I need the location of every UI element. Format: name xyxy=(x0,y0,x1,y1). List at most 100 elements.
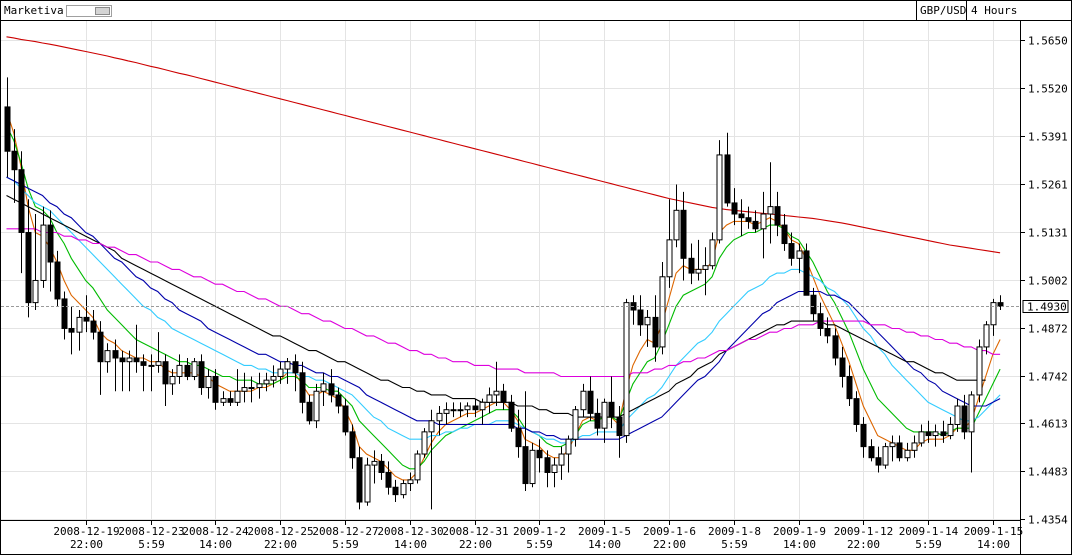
candle-body xyxy=(191,361,198,377)
candle xyxy=(284,358,291,384)
candle-body xyxy=(133,357,140,363)
candle xyxy=(493,361,500,407)
candle xyxy=(472,398,479,418)
candle xyxy=(263,372,270,392)
candle-body xyxy=(292,361,299,374)
candle-body xyxy=(659,276,666,348)
candle-body xyxy=(652,316,659,348)
candle-body xyxy=(371,460,378,466)
y-tick-label: 1.4742 xyxy=(1028,371,1068,384)
candle xyxy=(846,365,853,407)
candle xyxy=(205,369,212,399)
candle xyxy=(702,247,709,296)
x-tick-date: 2008-12-31 xyxy=(442,525,508,538)
ma-line xyxy=(6,228,1001,378)
candle-body xyxy=(580,390,587,411)
candle xyxy=(882,442,889,469)
candle xyxy=(889,435,896,462)
x-tick-date: 2009-1-5 xyxy=(578,525,631,538)
candle xyxy=(666,199,673,288)
candle xyxy=(443,402,450,425)
candle-body xyxy=(551,464,558,473)
candle xyxy=(637,295,644,336)
candle-body xyxy=(148,364,155,367)
candle-body xyxy=(90,320,97,333)
candle xyxy=(112,339,119,392)
ma-line xyxy=(6,176,1001,440)
candle-body xyxy=(68,327,75,333)
candle xyxy=(349,424,356,469)
candle-body xyxy=(702,265,709,270)
candle-body xyxy=(608,401,615,418)
candle-body xyxy=(508,401,515,429)
candle-body xyxy=(400,483,407,496)
candle-body xyxy=(428,420,435,433)
candle-body xyxy=(774,206,781,226)
candlesticks xyxy=(4,77,1004,510)
candle-body xyxy=(472,405,479,411)
candle xyxy=(169,369,176,395)
y-tick-label: 1.5002 xyxy=(1028,275,1068,288)
candle-body xyxy=(342,405,349,433)
candle xyxy=(522,391,529,491)
candle-body xyxy=(443,409,450,414)
candle xyxy=(306,394,313,425)
candle xyxy=(832,328,839,366)
candle xyxy=(270,365,277,388)
candle xyxy=(277,361,284,384)
candle xyxy=(500,383,507,410)
candle xyxy=(256,372,263,399)
candle-body xyxy=(457,409,464,412)
candle-body xyxy=(277,368,284,377)
candle-body xyxy=(738,213,745,219)
candle xyxy=(961,394,968,440)
candle xyxy=(385,461,392,495)
x-tick-time: 22:00 xyxy=(847,538,880,551)
candle-body xyxy=(205,375,212,389)
candle-body xyxy=(155,361,162,366)
y-tick-label: 1.5391 xyxy=(1028,131,1068,144)
candle xyxy=(371,450,378,484)
candle xyxy=(731,188,738,226)
candle xyxy=(407,472,414,491)
candle xyxy=(760,191,767,259)
candle-body xyxy=(378,460,385,473)
scroll-slider[interactable] xyxy=(66,5,112,17)
x-tick-date: 2009-1-9 xyxy=(773,525,826,538)
x-tick-time: 22:00 xyxy=(459,538,492,551)
candle-body xyxy=(212,375,219,403)
candle-body xyxy=(436,412,443,422)
candle xyxy=(680,191,687,281)
candle xyxy=(536,439,543,473)
candle-body xyxy=(587,390,594,414)
candle-body xyxy=(40,224,47,281)
candle-body xyxy=(97,331,104,363)
x-tick-date: 2009-1-2 xyxy=(513,525,566,538)
candle-body xyxy=(976,346,983,396)
candle xyxy=(997,295,1004,311)
candle xyxy=(11,129,18,203)
candle-body xyxy=(788,243,795,259)
candle xyxy=(364,457,371,506)
candle-body xyxy=(248,387,255,390)
x-tick-date: 2008-12-30 xyxy=(377,525,443,538)
candle xyxy=(133,324,140,373)
candle xyxy=(421,428,428,458)
x-tick-time: 22:00 xyxy=(70,538,103,551)
scroll-thumb[interactable] xyxy=(95,7,110,15)
candle xyxy=(436,406,443,436)
candle xyxy=(191,358,198,381)
candle-body xyxy=(824,327,831,337)
candle-body xyxy=(688,257,695,274)
candle xyxy=(860,417,867,458)
candle-body xyxy=(760,213,767,230)
candle-body xyxy=(414,453,421,481)
candle xyxy=(839,346,846,388)
candle-body xyxy=(176,364,183,377)
x-tick-date: 2009-1-15 xyxy=(964,525,1024,538)
candle xyxy=(788,232,795,266)
candle-body xyxy=(450,409,457,412)
candle-body xyxy=(853,398,860,425)
x-tick-time: 14:00 xyxy=(394,538,427,551)
